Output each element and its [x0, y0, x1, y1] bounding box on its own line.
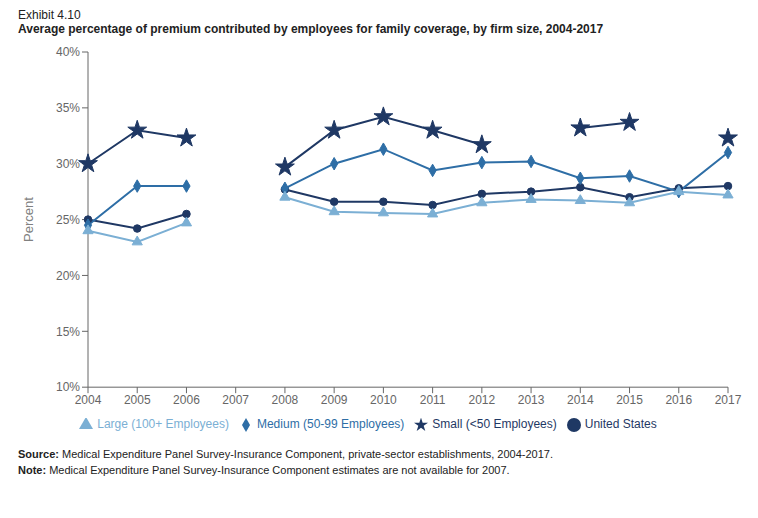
html-text:Exhibit 4.10: Exhibit 4.10 — [18, 8, 81, 22]
svg-text:40%: 40% — [56, 45, 80, 59]
svg-text:30%: 30% — [56, 157, 80, 171]
svg-text:2010: 2010 — [370, 393, 397, 407]
svg-text:2007: 2007 — [222, 393, 249, 407]
svg-text:2014: 2014 — [567, 393, 594, 407]
svg-text:Percent: Percent — [21, 197, 36, 242]
svg-text:2016: 2016 — [665, 393, 692, 407]
svg-text:20%: 20% — [56, 269, 80, 283]
svg-text:2008: 2008 — [272, 393, 299, 407]
svg-text:2009: 2009 — [321, 393, 348, 407]
html-text:United States: United States — [584, 417, 657, 432]
html-text:Note: Medical Expenditure Pane: Note: Medical Expenditure Panel Survey-I… — [18, 464, 510, 476]
html-text:Medium (50-99 Employees): Medium (50-99 Employees) — [257, 417, 405, 432]
svg-text:2015: 2015 — [616, 393, 643, 407]
svg-text:2011: 2011 — [420, 393, 446, 407]
svg-text:10%: 10% — [56, 380, 80, 394]
html-text:Large (100+ Employees): Large (100+ Employees) — [97, 417, 229, 432]
svg-text:2004: 2004 — [75, 393, 102, 407]
svg-text:15%: 15% — [56, 325, 80, 339]
svg-text:2006: 2006 — [173, 393, 200, 407]
svg-text:2013: 2013 — [518, 393, 545, 407]
svg-text:2005: 2005 — [124, 393, 151, 407]
svg-text:2017: 2017 — [715, 393, 742, 407]
html-text:Source: Medical Expenditure Pa: Source: Medical Expenditure Panel Survey… — [18, 448, 553, 460]
svg-text:35%: 35% — [56, 101, 80, 115]
svg-text:2012: 2012 — [468, 393, 495, 407]
html-text:Average percentage of premium: Average percentage of premium contribute… — [18, 22, 604, 36]
svg-text:25%: 25% — [56, 213, 80, 227]
html-text:Small (<50 Employees): Small (<50 Employees) — [432, 417, 557, 432]
